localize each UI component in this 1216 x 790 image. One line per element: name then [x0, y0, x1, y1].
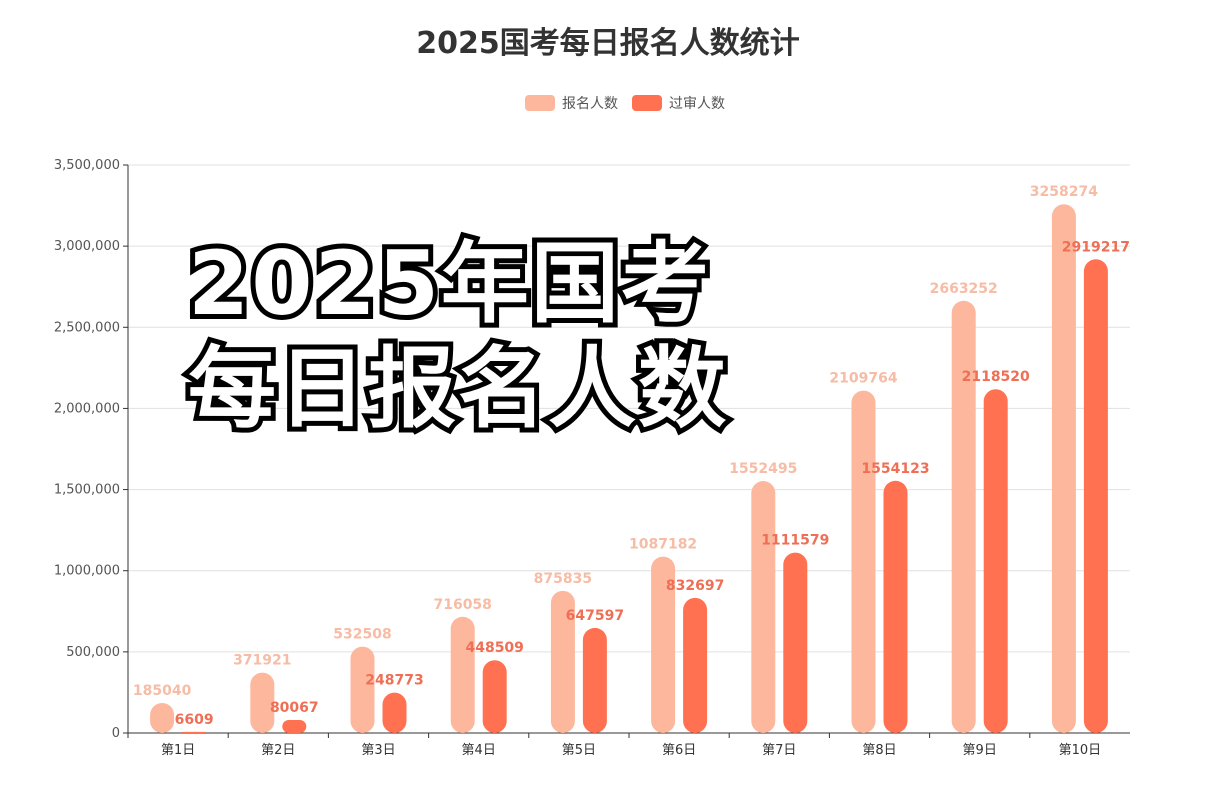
- bar-registered: [651, 556, 676, 733]
- data-label: 532508: [333, 627, 391, 643]
- x-tick-label: 第5日: [562, 743, 596, 758]
- bar-registered: [951, 300, 976, 733]
- x-tick-label: 第6日: [662, 743, 696, 758]
- data-label: 3258274: [1030, 184, 1098, 200]
- data-label: 647597: [566, 608, 624, 624]
- bar-approved: [482, 660, 507, 733]
- y-tick-label: 2,000,000: [54, 401, 120, 416]
- legend-item-registered[interactable]: 报名人数: [525, 93, 618, 113]
- x-tick-label: 第9日: [963, 743, 997, 758]
- y-tick-label: 3,000,000: [54, 239, 120, 254]
- legend-label: 过审人数: [669, 96, 725, 112]
- bar-registered: [150, 702, 175, 733]
- data-label: 371921: [233, 653, 291, 669]
- x-tick-label: 第2日: [261, 743, 295, 758]
- bar-approved: [582, 627, 607, 733]
- bar-registered: [350, 646, 375, 733]
- data-label: 2118520: [962, 369, 1030, 385]
- x-tick-label: 第4日: [462, 743, 496, 758]
- data-label: 2919217: [1062, 239, 1130, 255]
- legend-item-approved[interactable]: 过审人数: [632, 93, 725, 113]
- x-tick-label: 第8日: [862, 743, 896, 758]
- bar-approved: [182, 731, 207, 733]
- y-tick-label: 500,000: [66, 645, 120, 660]
- legend: 报名人数 过审人数: [525, 93, 739, 113]
- data-label: 185040: [133, 683, 192, 699]
- bar-registered: [851, 390, 876, 733]
- x-tick-label: 第7日: [762, 743, 796, 758]
- bar-approved: [282, 720, 307, 733]
- data-label: 6609: [175, 712, 214, 728]
- legend-swatch: [632, 95, 662, 111]
- data-label: 716058: [433, 597, 491, 613]
- bar-approved: [983, 389, 1008, 733]
- bar-approved: [883, 480, 908, 733]
- legend-label: 报名人数: [562, 96, 618, 112]
- bar-registered: [550, 590, 575, 733]
- y-tick-label: 2,500,000: [54, 320, 120, 335]
- data-label: 80067: [270, 700, 319, 716]
- bar-registered: [250, 672, 275, 733]
- data-label: 1554123: [861, 461, 929, 477]
- data-label: 1111579: [761, 533, 829, 549]
- y-tick-label: 1,500,000: [54, 483, 120, 498]
- legend-swatch: [525, 95, 555, 111]
- bar-registered: [1051, 204, 1076, 733]
- bar-approved: [783, 552, 808, 733]
- data-label: 448509: [465, 640, 523, 656]
- x-tick-label: 第3日: [361, 743, 395, 758]
- data-label: 2109764: [829, 371, 897, 387]
- bar-approved: [1083, 259, 1108, 733]
- chart-title: 2025国考每日报名人数统计: [416, 26, 800, 61]
- data-label: 1087182: [629, 537, 697, 553]
- overlay-text-line1: 2025年国考: [183, 232, 714, 335]
- data-label: 2663252: [930, 281, 998, 297]
- bar-registered: [751, 481, 776, 733]
- x-tick-label: 第10日: [1059, 743, 1102, 758]
- overlay-text-line2: 每日报名人数: [183, 337, 731, 440]
- y-tick-label: 1,000,000: [54, 564, 120, 579]
- bar-approved: [382, 692, 407, 733]
- data-label: 832697: [666, 578, 724, 594]
- data-label: 1552495: [729, 461, 797, 477]
- data-label: 875835: [534, 571, 592, 587]
- bar-approved: [683, 597, 708, 733]
- bar-registered: [450, 616, 475, 733]
- x-tick-label: 第1日: [161, 743, 195, 758]
- y-tick-label: 3,500,000: [54, 158, 120, 173]
- y-tick-label: 0: [112, 726, 120, 741]
- data-label: 248773: [365, 673, 423, 689]
